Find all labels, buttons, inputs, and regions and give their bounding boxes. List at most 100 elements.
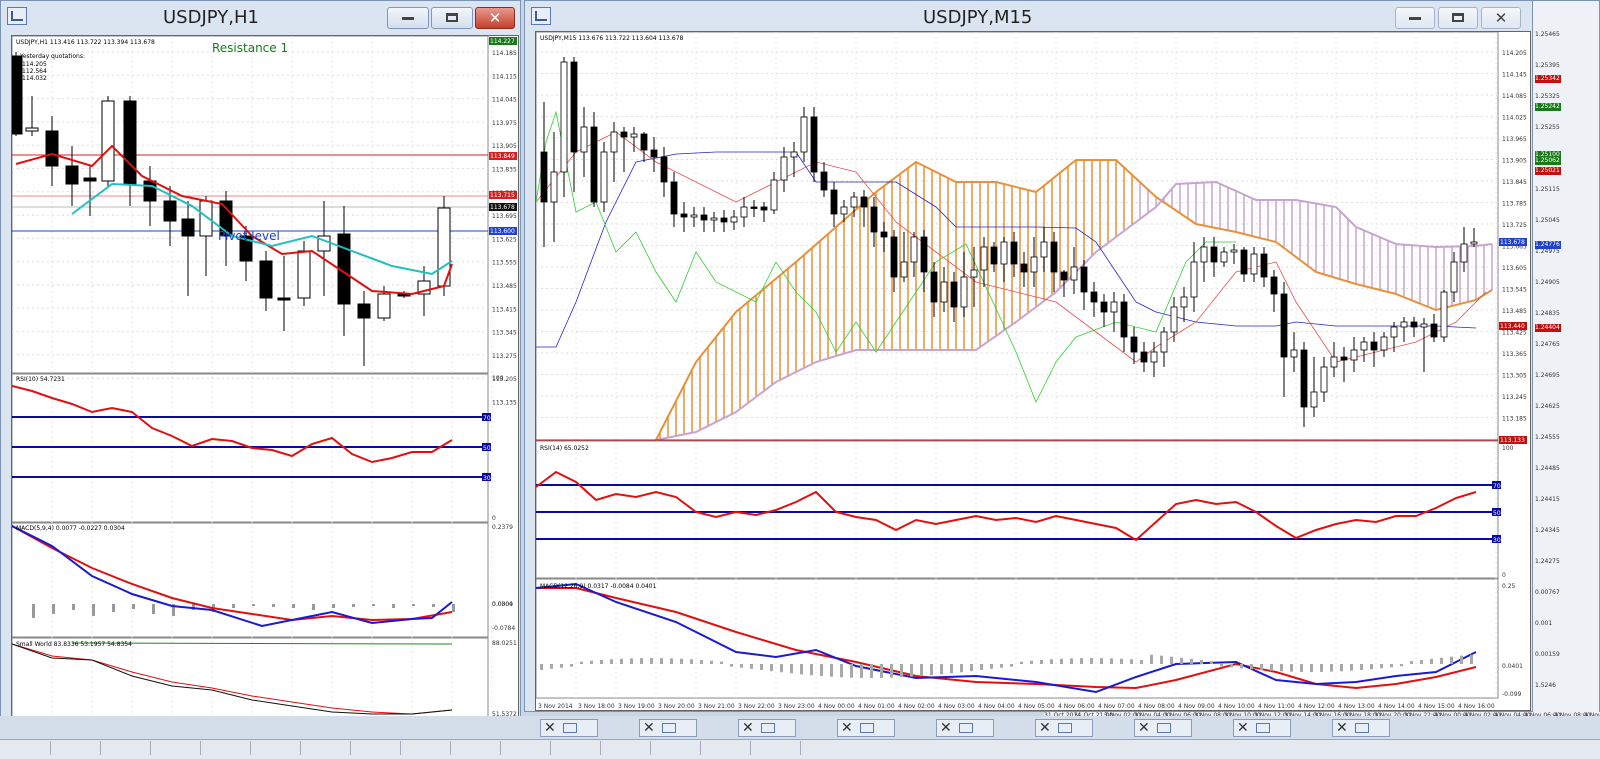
macd-histogram-bar bbox=[1450, 656, 1453, 664]
chart-tab[interactable] bbox=[150, 741, 201, 755]
macd-histogram-bar bbox=[810, 664, 813, 676]
restore-icon[interactable] bbox=[1256, 723, 1270, 733]
chart-window-m15[interactable]: USDJPY,M15 ✕ 114.205 114.145 114.085 114.02… bbox=[524, 0, 1533, 712]
candle-body bbox=[990, 246, 998, 265]
kijun-sen bbox=[536, 151, 1477, 348]
macd-signal-line bbox=[536, 587, 1477, 690]
minimize-button[interactable] bbox=[1395, 7, 1435, 29]
title-bar[interactable]: USDJPY,H1 ✕ bbox=[1, 1, 520, 33]
restore-icon[interactable] bbox=[563, 723, 577, 733]
close-icon[interactable]: ✕ bbox=[1237, 720, 1249, 736]
macd-histogram-bar bbox=[1010, 664, 1013, 667]
macd-histogram-bar bbox=[580, 661, 583, 664]
candle-body bbox=[1200, 246, 1208, 263]
chart-tab[interactable] bbox=[50, 741, 101, 755]
candle-body bbox=[680, 213, 688, 218]
restore-icon[interactable] bbox=[662, 723, 676, 733]
candle-body bbox=[1360, 341, 1368, 351]
chart-window-h1[interactable]: USDJPY,H1 ✕ 114.185 114.115 114.045 113.975… bbox=[0, 0, 521, 718]
close-icon[interactable]: ✕ bbox=[544, 720, 556, 736]
restore-icon[interactable] bbox=[761, 723, 775, 733]
close-button[interactable]: ✕ bbox=[475, 7, 515, 29]
maximize-button[interactable] bbox=[1438, 7, 1478, 29]
candle-body bbox=[1160, 331, 1168, 353]
chart-tab[interactable] bbox=[550, 741, 601, 755]
chart-tab[interactable] bbox=[200, 741, 251, 755]
close-icon[interactable]: ✕ bbox=[1336, 720, 1348, 736]
macd-histogram-bar bbox=[910, 664, 913, 677]
time-axis-label: 3 Nov 20:00 bbox=[658, 703, 695, 710]
title-bar[interactable]: USDJPY,M15 ✕ bbox=[525, 1, 1532, 33]
macd-scale-max: 0.2379 bbox=[492, 524, 513, 531]
chart-tab[interactable] bbox=[700, 741, 751, 755]
maximize-button[interactable] bbox=[431, 7, 473, 29]
restore-icon[interactable] bbox=[959, 723, 973, 733]
restore-icon[interactable] bbox=[1157, 723, 1171, 733]
chart-tab[interactable] bbox=[250, 741, 301, 755]
rsi-scale-min: 0 bbox=[1502, 572, 1506, 579]
close-icon[interactable]: ✕ bbox=[841, 720, 853, 736]
price-tick: 114.115 bbox=[492, 73, 517, 80]
chart-tab[interactable] bbox=[100, 741, 151, 755]
candle-body bbox=[620, 131, 628, 138]
restore-icon[interactable] bbox=[860, 723, 874, 733]
minimize-button[interactable] bbox=[387, 7, 429, 29]
chart-tab[interactable] bbox=[600, 741, 651, 755]
price-badge-label: 114.227 bbox=[490, 38, 515, 45]
chart-tab[interactable] bbox=[400, 741, 451, 755]
time-axis-label: 3 Nov 19:00 bbox=[618, 703, 655, 710]
chart-tab[interactable] bbox=[650, 741, 701, 755]
macd-histogram-bar bbox=[1230, 664, 1233, 668]
macd-histogram-bar bbox=[880, 664, 883, 678]
minimized-chart-window[interactable]: ✕ bbox=[1035, 719, 1093, 737]
macd-histogram-bar bbox=[392, 604, 395, 608]
minimized-chart-window[interactable]: ✕ bbox=[540, 719, 598, 737]
macd-histogram-bar bbox=[1030, 660, 1033, 664]
minimized-chart-window[interactable]: ✕ bbox=[936, 719, 994, 737]
chart-tab[interactable] bbox=[0, 741, 51, 755]
background-time-label: 4 Nov 06:00 bbox=[1524, 712, 1561, 719]
small-world-black-line bbox=[12, 643, 453, 715]
background-scale-tick: 0.00767 bbox=[1535, 589, 1560, 596]
macd-histogram-bar bbox=[960, 664, 963, 673]
price-badge-label: 113.440 bbox=[1500, 323, 1525, 330]
restore-icon[interactable] bbox=[1058, 723, 1072, 733]
macd-histogram-bar bbox=[630, 658, 633, 664]
minimized-chart-window[interactable]: ✕ bbox=[1332, 719, 1390, 737]
minimized-chart-window[interactable]: ✕ bbox=[639, 719, 697, 737]
background-time-label: 3 Nov 18:00 bbox=[1344, 712, 1381, 719]
candle-body bbox=[143, 180, 157, 202]
price-tick: 113.245 bbox=[1502, 394, 1527, 401]
close-icon[interactable]: ✕ bbox=[1138, 720, 1150, 736]
macd-histogram-bar bbox=[940, 664, 943, 675]
chart-canvas-m15[interactable]: 114.205 114.145 114.085 114.025 113.965 113.9… bbox=[535, 31, 1531, 711]
chart-tab[interactable] bbox=[500, 741, 551, 755]
candle-body bbox=[760, 206, 768, 211]
close-icon[interactable]: ✕ bbox=[643, 720, 655, 736]
chart-tab[interactable] bbox=[350, 741, 401, 755]
candle-body bbox=[1290, 349, 1298, 358]
close-icon[interactable]: ✕ bbox=[742, 720, 754, 736]
background-chart-window[interactable]: 1.254651.253951.253251.252551.251851.251… bbox=[1520, 0, 1600, 716]
candle-body bbox=[1370, 341, 1378, 351]
restore-icon[interactable] bbox=[1355, 723, 1369, 733]
close-icon[interactable]: ✕ bbox=[940, 720, 952, 736]
chart-tab[interactable] bbox=[300, 741, 351, 755]
yesterday-value: 114.205 bbox=[22, 61, 47, 68]
close-button[interactable]: ✕ bbox=[1481, 7, 1521, 29]
background-price-badge: 1.25100 bbox=[1535, 151, 1561, 159]
minimized-chart-window[interactable]: ✕ bbox=[837, 719, 895, 737]
close-icon[interactable]: ✕ bbox=[1039, 720, 1051, 736]
chart-tab[interactable] bbox=[750, 741, 801, 755]
price-tick: 113.665 bbox=[1502, 244, 1527, 251]
minimized-chart-window[interactable]: ✕ bbox=[1233, 719, 1291, 737]
macd-histogram-bar bbox=[1060, 658, 1063, 664]
chart-canvas-h1[interactable]: 114.185 114.115 114.045 113.975 113.905 113.8… bbox=[11, 35, 519, 718]
chart-tab[interactable] bbox=[450, 741, 501, 755]
chart-info-line: USDJPY,H1 113.416 113.722 113.394 113.67… bbox=[16, 39, 155, 46]
candle-body bbox=[1070, 266, 1078, 281]
minimized-chart-window[interactable]: ✕ bbox=[1134, 719, 1192, 737]
macd-histogram-bar bbox=[640, 658, 643, 664]
minimized-chart-window[interactable]: ✕ bbox=[738, 719, 796, 737]
candle-body bbox=[650, 149, 658, 158]
